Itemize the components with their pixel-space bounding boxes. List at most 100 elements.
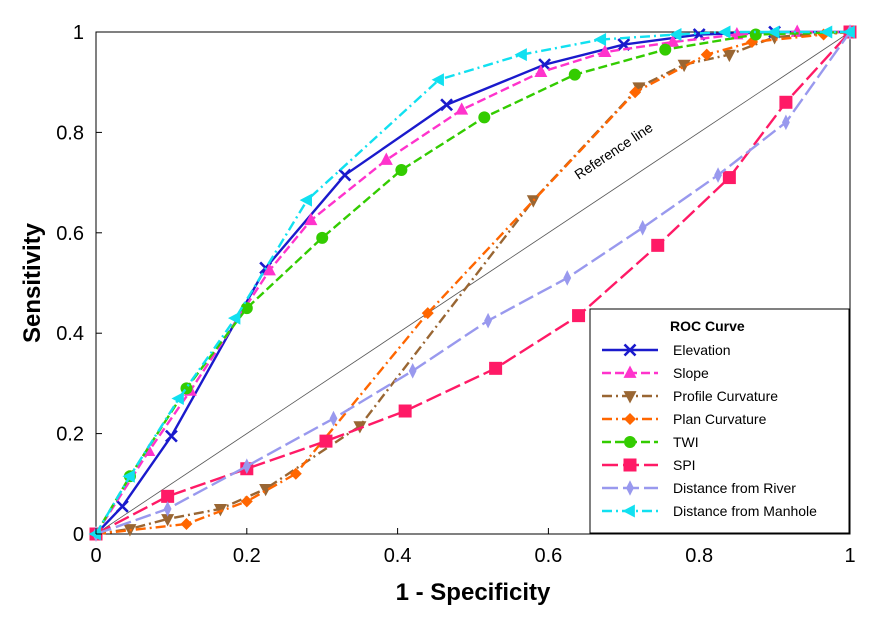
data-point-slope xyxy=(455,102,469,115)
legend-swatch-marker xyxy=(624,413,636,425)
data-point-slope xyxy=(262,262,276,276)
legend-swatch-marker xyxy=(624,436,636,448)
data-point-plan-curvature xyxy=(289,467,302,480)
legend-label: Elevation xyxy=(673,342,731,358)
legend-label: Profile Curvature xyxy=(673,388,778,404)
y-tick-label: 0.2 xyxy=(56,424,84,446)
legend-item-distance-from-river: Distance from River xyxy=(602,480,796,496)
x-tick-label: 0.6 xyxy=(534,545,562,567)
data-point-distance-from-river xyxy=(408,363,417,379)
data-point-distance-from-river xyxy=(714,167,722,183)
data-point-distance-from-manhole xyxy=(593,33,607,47)
data-point-distance-from-manhole xyxy=(228,311,241,325)
data-point-elevation xyxy=(115,499,129,513)
legend-title: ROC Curve xyxy=(670,318,745,334)
data-point-twi xyxy=(659,43,672,56)
data-point-profile-curvature xyxy=(526,195,540,208)
data-point-spi xyxy=(779,95,793,109)
data-point-plan-curvature xyxy=(629,86,642,99)
data-point-slope xyxy=(379,152,393,165)
data-point-distance-from-river xyxy=(242,458,251,475)
data-point-distance-from-manhole xyxy=(718,25,731,39)
series-line-plan-curvature xyxy=(95,30,851,536)
legend-item-plan-curvature: Plan Curvature xyxy=(602,411,767,427)
data-point-distance-from-river xyxy=(782,114,790,131)
legend-swatch-marker xyxy=(623,391,637,404)
x-tick-label: 0 xyxy=(90,545,101,567)
data-point-spi xyxy=(722,171,736,185)
data-point-distance-from-river xyxy=(484,312,492,329)
data-point-twi xyxy=(395,164,408,177)
data-point-plan-curvature xyxy=(180,517,193,530)
data-point-spi xyxy=(319,434,333,448)
legend-item-profile-curvature: Profile Curvature xyxy=(602,388,778,404)
x-axis-title: 1 - Specificity xyxy=(396,579,551,606)
data-point-profile-curvature xyxy=(259,483,273,497)
data-point-twi xyxy=(316,231,329,244)
data-point-distance-from-manhole xyxy=(122,469,135,483)
data-point-distance-from-manhole xyxy=(514,48,527,62)
data-point-distance-from-river xyxy=(638,219,647,236)
data-point-elevation xyxy=(164,429,178,443)
reference-line-label: Reference line xyxy=(571,119,655,182)
legend-item-twi: TWI xyxy=(602,434,699,450)
data-point-slope xyxy=(598,44,612,57)
y-axis-title: Sensitivity xyxy=(19,222,46,343)
data-point-plan-curvature xyxy=(700,48,713,61)
legend-label: Plan Curvature xyxy=(673,411,767,427)
legend-item-distance-from-manhole: Distance from Manhole xyxy=(602,503,817,519)
data-point-plan-curvature xyxy=(421,307,434,320)
data-point-elevation xyxy=(338,168,352,182)
x-tick-label: 0.4 xyxy=(384,545,412,567)
data-point-slope xyxy=(666,34,680,47)
data-point-spi xyxy=(398,404,412,418)
legend: ROC Curve Elevation Slope Profile Curvature… xyxy=(589,308,850,534)
data-point-distance-from-river xyxy=(163,501,172,517)
legend-label: TWI xyxy=(673,434,699,450)
data-point-twi xyxy=(749,28,762,41)
data-point-distance-from-manhole xyxy=(88,527,101,541)
reference-line xyxy=(95,31,851,535)
legend-label: SPI xyxy=(673,457,696,473)
series-line-twi xyxy=(94,30,851,535)
data-point-spi xyxy=(161,489,175,503)
legend-item-slope: Slope xyxy=(602,365,709,381)
y-tick-label: 0.6 xyxy=(56,223,84,245)
series-distance-from-manhole xyxy=(88,25,855,541)
data-point-profile-curvature xyxy=(161,514,175,527)
data-point-elevation xyxy=(440,98,454,112)
legend-item-elevation: Elevation xyxy=(602,342,731,358)
data-point-distance-from-manhole xyxy=(669,28,682,42)
legend-swatch-marker xyxy=(623,365,637,378)
data-point-twi xyxy=(240,302,253,315)
plot-area xyxy=(95,31,851,535)
data-point-twi xyxy=(478,111,491,124)
x-tick-label: 1 xyxy=(844,545,855,567)
data-point-distance-from-manhole xyxy=(767,25,780,39)
legend-swatch-marker xyxy=(623,343,637,357)
legend-swatch-marker xyxy=(622,504,635,518)
data-point-distance-from-manhole xyxy=(842,25,855,39)
data-point-distance-from-manhole xyxy=(171,391,184,405)
plot-border xyxy=(95,31,851,535)
data-point-profile-curvature xyxy=(677,59,691,73)
data-point-spi xyxy=(572,309,586,323)
data-point-spi xyxy=(489,361,503,375)
data-point-spi xyxy=(651,238,665,252)
y-tick-label: 1 xyxy=(73,22,84,44)
data-point-slope xyxy=(534,64,548,78)
x-tick-label: 0.8 xyxy=(685,545,713,567)
y-tick-label: 0.4 xyxy=(56,323,84,345)
legend-swatch-marker xyxy=(626,480,634,496)
data-point-plan-curvature xyxy=(240,495,253,508)
data-point-distance-from-river xyxy=(329,410,338,427)
series-line-profile-curvature xyxy=(95,30,851,536)
data-point-distance-from-river xyxy=(563,270,572,286)
data-point-distance-from-manhole xyxy=(299,193,312,207)
data-point-slope xyxy=(304,212,318,226)
data-point-profile-curvature xyxy=(722,49,736,63)
legend-label: Distance from River xyxy=(673,480,796,496)
y-tick-label: 0 xyxy=(73,524,84,546)
